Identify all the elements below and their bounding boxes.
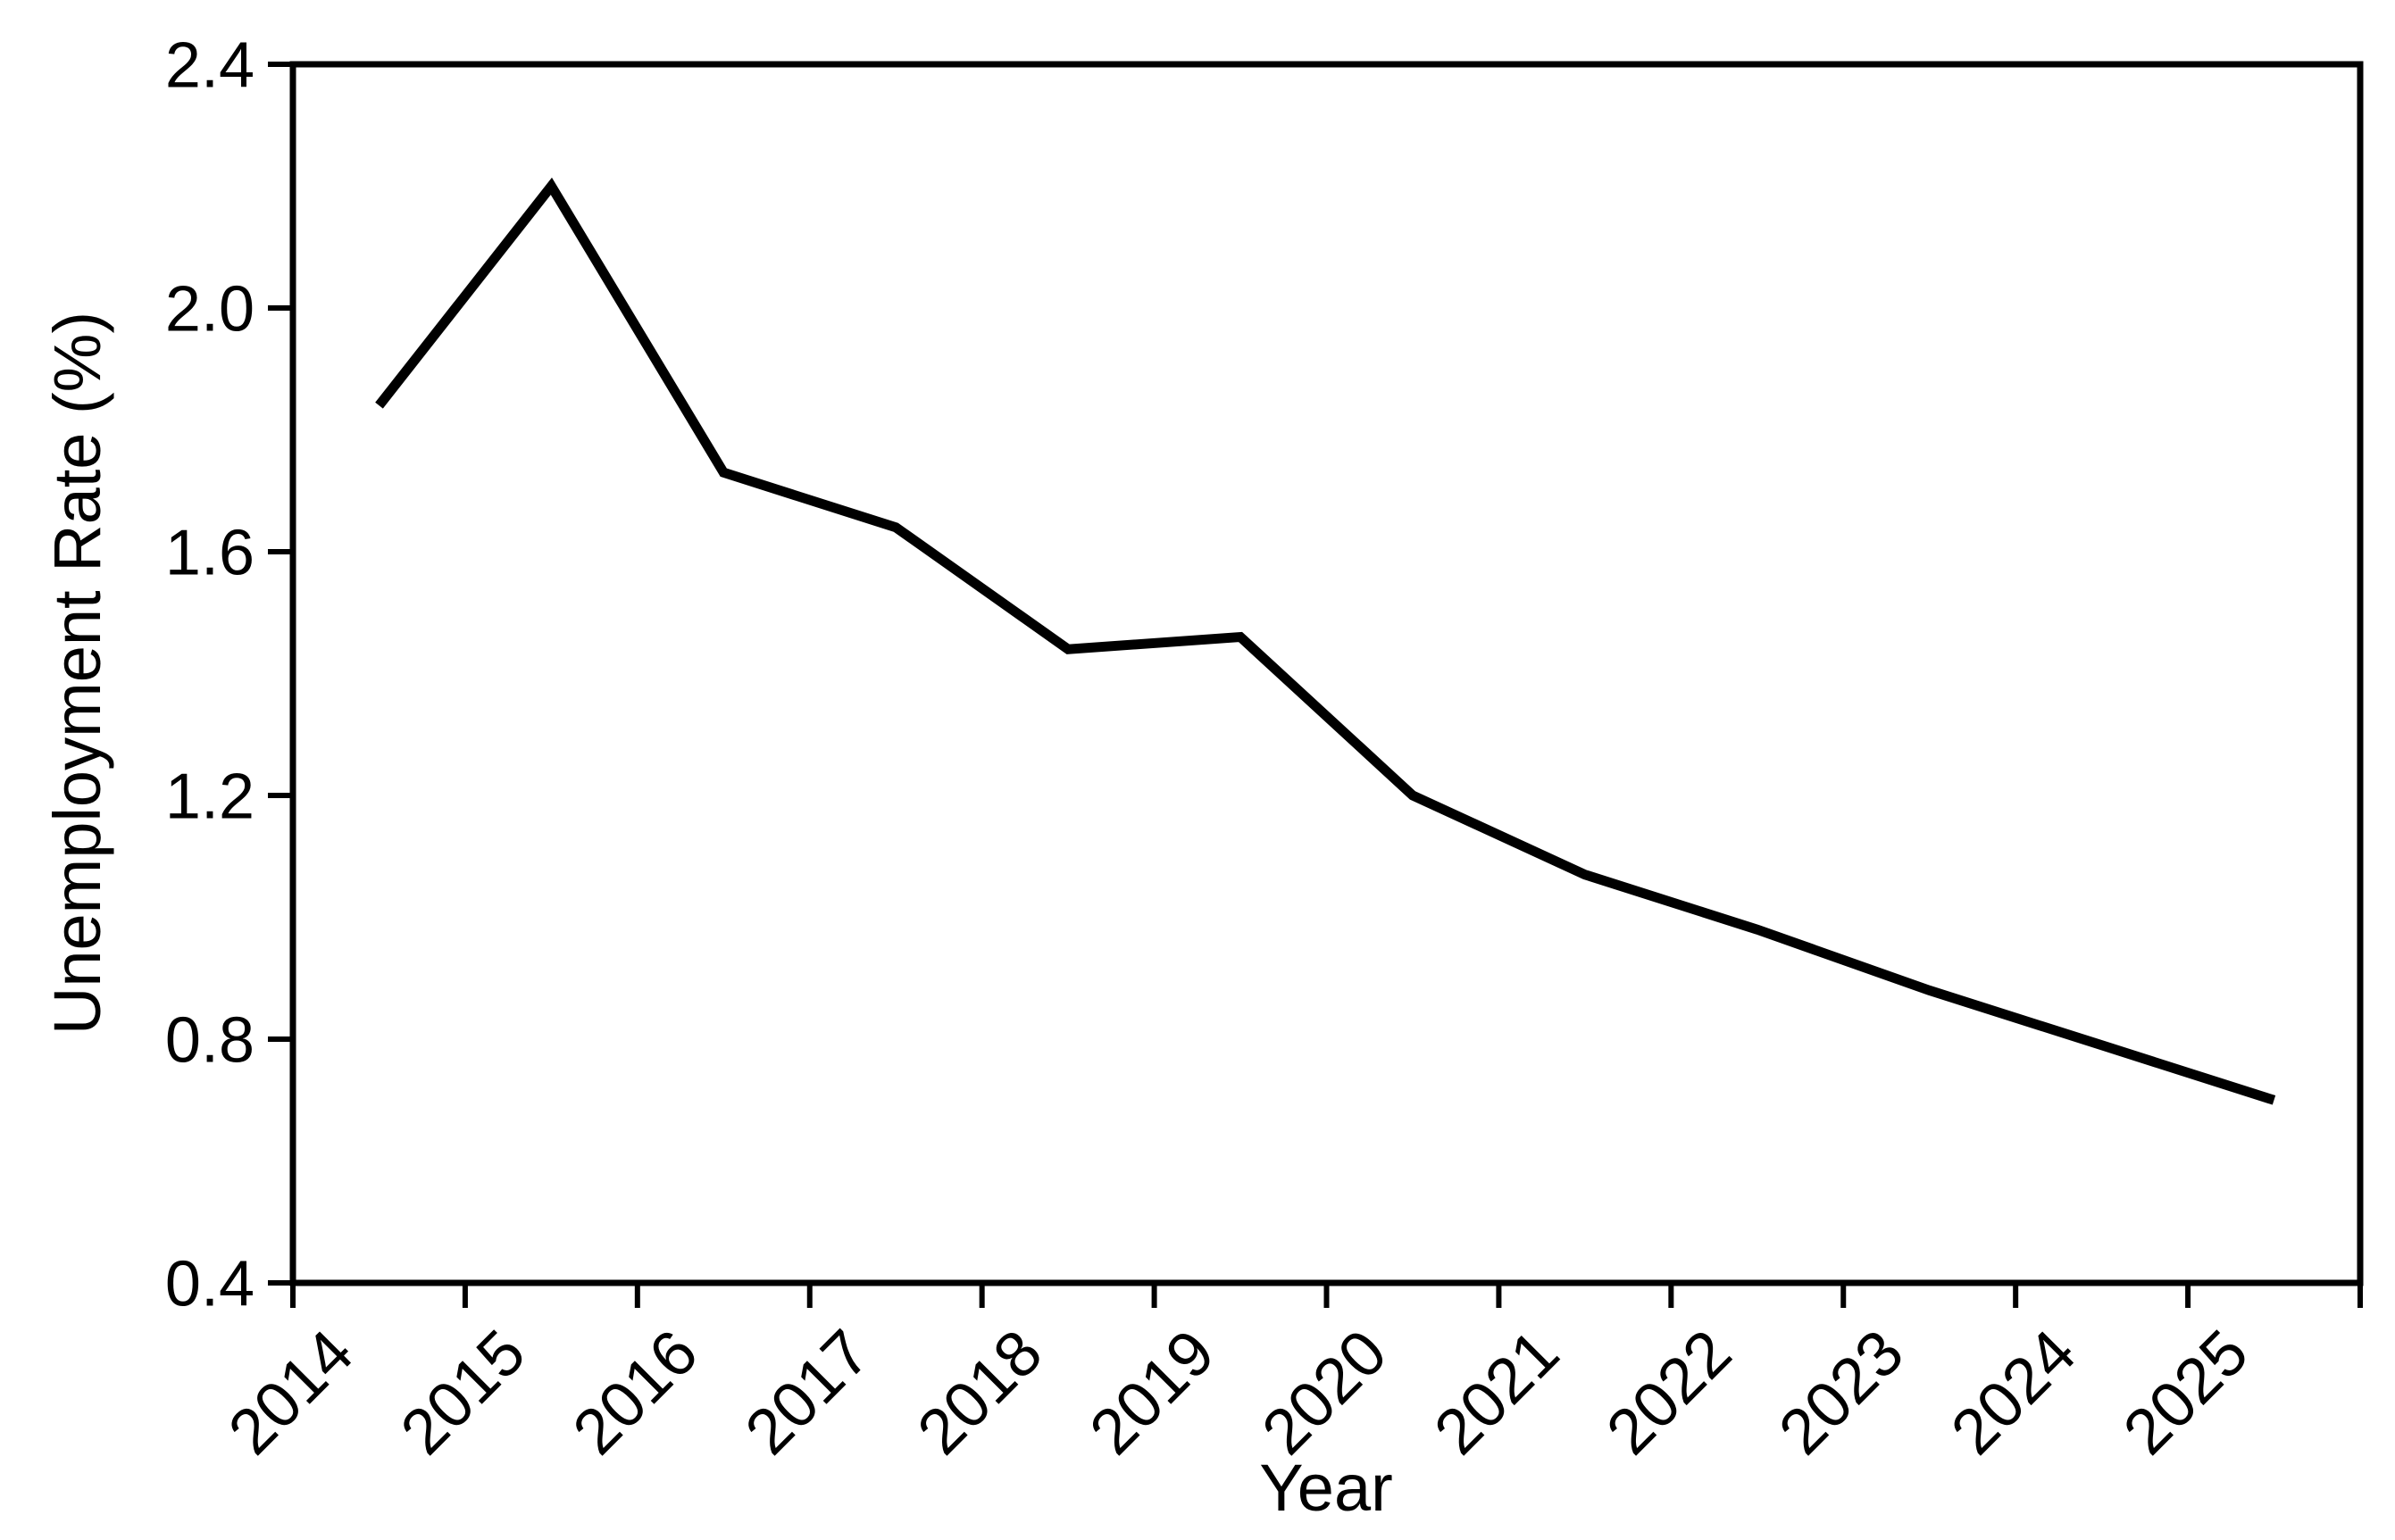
x-tick-label: 2018	[905, 1317, 1056, 1469]
x-tick-label: 2015	[388, 1317, 539, 1469]
y-tick-label: 0.8	[165, 1005, 255, 1077]
y-tick-label: 2.4	[165, 30, 255, 102]
x-tick-label: 2022	[1593, 1317, 1745, 1469]
x-tick-label: 2024	[1938, 1317, 2090, 1469]
x-tick-label: 2016	[560, 1317, 712, 1469]
y-tick-label: 1.2	[165, 762, 255, 833]
x-axis-title: Year	[1259, 1451, 1393, 1525]
x-tick-label: 2017	[732, 1317, 884, 1469]
y-axis-tick-labels: 0.4 0.8 1.2 1.6 2.0 2.4	[165, 30, 255, 1320]
x-tick-label: 2014	[215, 1317, 367, 1469]
y-tick-label: 2.0	[165, 274, 255, 345]
x-tick-label: 2023	[1765, 1317, 1917, 1469]
y-axis-ticks	[268, 62, 293, 1286]
plot-border	[289, 61, 2364, 1286]
x-tick-label: 2019	[1077, 1317, 1229, 1469]
unemployment-rate-line	[375, 177, 2276, 1105]
y-axis-title: Unemployment Rate (%)	[40, 312, 114, 1035]
x-tick-label: 2020	[1248, 1317, 1400, 1469]
x-axis-ticks	[290, 1283, 2363, 1308]
x-tick-label: 2025	[2110, 1317, 2262, 1469]
x-tick-label: 2021	[1421, 1317, 1573, 1469]
x-axis-tick-labels: 2014 2015 2016 2017 2018 2019 2020 2021 2022 2023…	[215, 1317, 2262, 1469]
y-tick-label: 0.4	[165, 1249, 255, 1320]
y-tick-label: 1.6	[165, 518, 255, 589]
